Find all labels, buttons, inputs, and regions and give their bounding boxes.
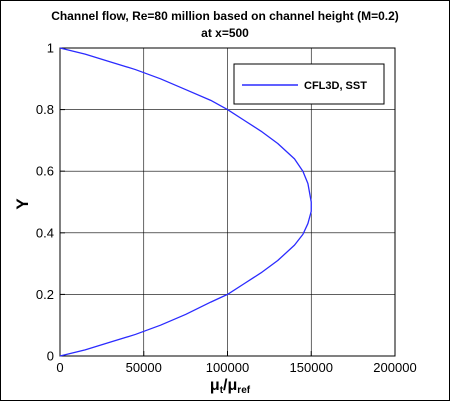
y-axis-label: Y xyxy=(13,198,32,210)
x-tick-label: 100000 xyxy=(206,360,249,375)
legend-label: CFL3D, SST xyxy=(304,80,367,92)
x-label-slash: / xyxy=(223,377,228,394)
chart-subtitle: at x=500 xyxy=(201,26,249,40)
x-tick-label: 50000 xyxy=(126,360,162,375)
y-tick-label: 0.8 xyxy=(36,102,54,117)
x-label-sub-ref: ref xyxy=(237,385,250,396)
series-group xyxy=(59,47,312,357)
chart-title: Channel flow, Re=80 million based on cha… xyxy=(51,9,399,23)
x-label-mu-ref: μ xyxy=(228,377,238,394)
series-line xyxy=(59,47,312,357)
y-tick-label: 1 xyxy=(47,41,54,56)
y-tick-label: 0.2 xyxy=(36,287,54,302)
y-axis-ticks: 0 0.2 0.4 0.6 0.8 1 xyxy=(36,41,65,364)
x-label-sub-t: t xyxy=(220,385,224,396)
legend: CFL3D, SST xyxy=(233,63,385,105)
legend-box xyxy=(233,63,385,105)
x-axis-ticks: 0 50000 100000 150000 200000 xyxy=(56,351,417,375)
y-tick-label: 0 xyxy=(47,349,54,364)
x-axis-label: μt/μref xyxy=(210,377,251,396)
x-tick-label: 200000 xyxy=(373,360,416,375)
x-tick-label: 0 xyxy=(56,360,63,375)
y-tick-label: 0.6 xyxy=(36,164,54,179)
y-tick-label: 0.4 xyxy=(36,225,54,240)
x-label-mu: μ xyxy=(210,377,220,394)
x-tick-label: 150000 xyxy=(290,360,333,375)
